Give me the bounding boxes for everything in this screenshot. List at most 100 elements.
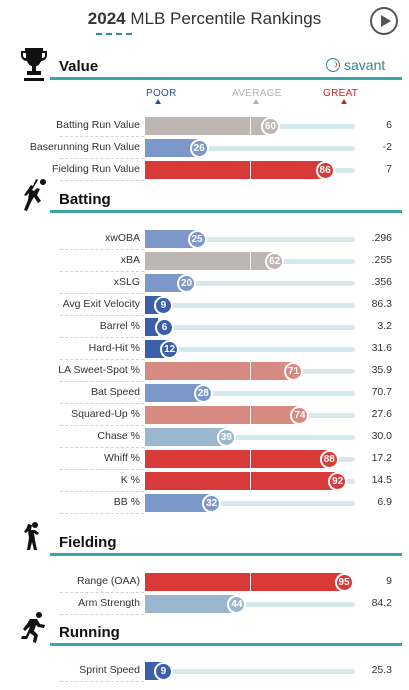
percentile-bubble[interactable]: 92 xyxy=(328,471,348,491)
average-marker-icon xyxy=(253,99,259,104)
metric-label[interactable]: Chase % xyxy=(97,430,140,442)
percentile-bar[interactable] xyxy=(145,595,238,613)
percentile-bar[interactable] xyxy=(145,161,326,179)
average-divider xyxy=(250,472,251,490)
metric-label[interactable]: Bat Speed xyxy=(90,386,140,398)
metric-label[interactable]: BB % xyxy=(113,496,140,508)
metric-value: 27.6 xyxy=(371,408,392,420)
metric-label[interactable]: Whiff % xyxy=(104,452,140,464)
metric-value: 6.9 xyxy=(377,496,392,508)
trophy-icon xyxy=(18,44,50,84)
section-title-fielding: Fielding xyxy=(59,534,117,551)
metric-label[interactable]: Range (OAA) xyxy=(76,575,140,587)
section-title-batting: Batting xyxy=(59,191,111,208)
percentile-bubble[interactable]: 39 xyxy=(216,427,236,447)
percentile-track xyxy=(145,391,355,396)
section-divider xyxy=(50,553,402,556)
savant-logo[interactable]: savant xyxy=(326,57,385,73)
title-year: 2024 xyxy=(87,9,126,28)
metric-label[interactable]: LA Sweet-Spot % xyxy=(58,364,140,376)
metric-label[interactable]: Sprint Speed xyxy=(79,664,140,676)
percentile-bubble[interactable]: 88 xyxy=(319,449,339,469)
row-leader-dots xyxy=(60,271,144,272)
savant-label: savant xyxy=(344,57,386,73)
metric-label[interactable]: K % xyxy=(120,474,140,486)
percentile-bubble[interactable]: 26 xyxy=(189,138,209,158)
metric-value: 86.3 xyxy=(371,298,392,310)
average-divider xyxy=(250,406,251,424)
percentile-bubble[interactable]: 28 xyxy=(193,383,213,403)
row-leader-dots xyxy=(60,425,144,426)
metric-value: 6 xyxy=(386,119,392,131)
metric-label[interactable]: Batting Run Value xyxy=(56,119,140,131)
percentile-bar[interactable] xyxy=(145,450,330,468)
percentile-bubble[interactable]: 25 xyxy=(187,229,207,249)
percentile-bubble[interactable]: 86 xyxy=(315,160,335,180)
percentile-bar[interactable] xyxy=(145,230,198,248)
percentile-bubble[interactable]: 9 xyxy=(153,295,173,315)
row-leader-dots xyxy=(60,381,144,382)
metric-value: 35.9 xyxy=(371,364,392,376)
percentile-bubble[interactable]: 12 xyxy=(160,339,180,359)
row-leader-dots xyxy=(60,158,144,159)
metric-label[interactable]: Avg Exit Velocity xyxy=(62,298,140,310)
percentile-bar[interactable] xyxy=(145,117,271,135)
metric-label[interactable]: Baserunning Run Value xyxy=(29,141,140,153)
percentile-bubble[interactable]: 60 xyxy=(261,116,280,136)
metric-label[interactable]: xBA xyxy=(120,254,140,266)
metric-label[interactable]: Squared-Up % xyxy=(71,408,140,420)
percentile-bubble[interactable]: 9 xyxy=(153,661,173,681)
percentile-bar[interactable] xyxy=(145,318,158,336)
percentile-bar[interactable] xyxy=(145,384,204,402)
metric-value: -2 xyxy=(382,141,392,153)
metric-label[interactable]: Hard-Hit % xyxy=(88,342,140,354)
play-button[interactable] xyxy=(370,7,398,35)
percentile-track xyxy=(145,146,355,151)
percentile-bar[interactable] xyxy=(145,406,301,424)
percentile-track xyxy=(145,325,355,330)
page-title: 2024 MLB Percentile Rankings xyxy=(0,9,409,29)
row-leader-dots xyxy=(60,180,144,181)
row-leader-dots xyxy=(60,403,144,404)
percentile-bubble[interactable]: 74 xyxy=(290,405,310,425)
row-leader-dots xyxy=(60,469,144,470)
percentile-bar[interactable] xyxy=(145,573,345,591)
metric-value: .356 xyxy=(371,276,392,288)
percentile-bar[interactable] xyxy=(145,252,276,270)
row-leader-dots xyxy=(60,359,144,360)
percentile-bubble[interactable]: 95 xyxy=(334,572,354,592)
percentile-bubble[interactable]: 32 xyxy=(202,493,222,513)
metric-label[interactable]: xSLG xyxy=(113,276,140,288)
metric-value: 30.0 xyxy=(371,430,392,442)
metric-value: 9 xyxy=(386,575,392,587)
percentile-bubble[interactable]: 44 xyxy=(227,594,247,614)
section-divider xyxy=(50,77,402,80)
percentile-bubble[interactable]: 20 xyxy=(177,273,196,293)
percentile-bubble[interactable]: 6 xyxy=(155,317,174,337)
percentile-bar[interactable] xyxy=(145,428,227,446)
section-divider xyxy=(50,643,402,646)
metric-value: .255 xyxy=(371,254,392,266)
percentile-bubble[interactable]: 62 xyxy=(265,251,285,271)
metric-label[interactable]: xwOBA xyxy=(104,232,140,244)
percentile-bar[interactable] xyxy=(145,494,213,512)
year-selector-underline[interactable] xyxy=(96,33,132,35)
percentile-bar[interactable] xyxy=(145,274,187,292)
percentile-track xyxy=(145,602,355,607)
percentile-bar[interactable] xyxy=(145,472,339,490)
baseball-icon xyxy=(326,58,340,72)
metric-label[interactable]: Arm Strength xyxy=(78,597,140,609)
average-divider xyxy=(250,362,251,380)
metric-value: 84.2 xyxy=(371,597,392,609)
metric-value: 31.6 xyxy=(371,342,392,354)
row-leader-dots xyxy=(60,491,144,492)
percentile-bar[interactable] xyxy=(145,362,295,380)
metric-value: .296 xyxy=(371,232,392,244)
scale-average-label: AVERAGE xyxy=(232,88,282,99)
metric-label[interactable]: Barrel % xyxy=(99,320,140,332)
percentile-bubble[interactable]: 71 xyxy=(284,361,304,381)
row-leader-dots xyxy=(60,315,144,316)
row-leader-dots xyxy=(60,249,144,250)
percentile-bar[interactable] xyxy=(145,139,200,157)
metric-label[interactable]: Fielding Run Value xyxy=(52,163,140,175)
